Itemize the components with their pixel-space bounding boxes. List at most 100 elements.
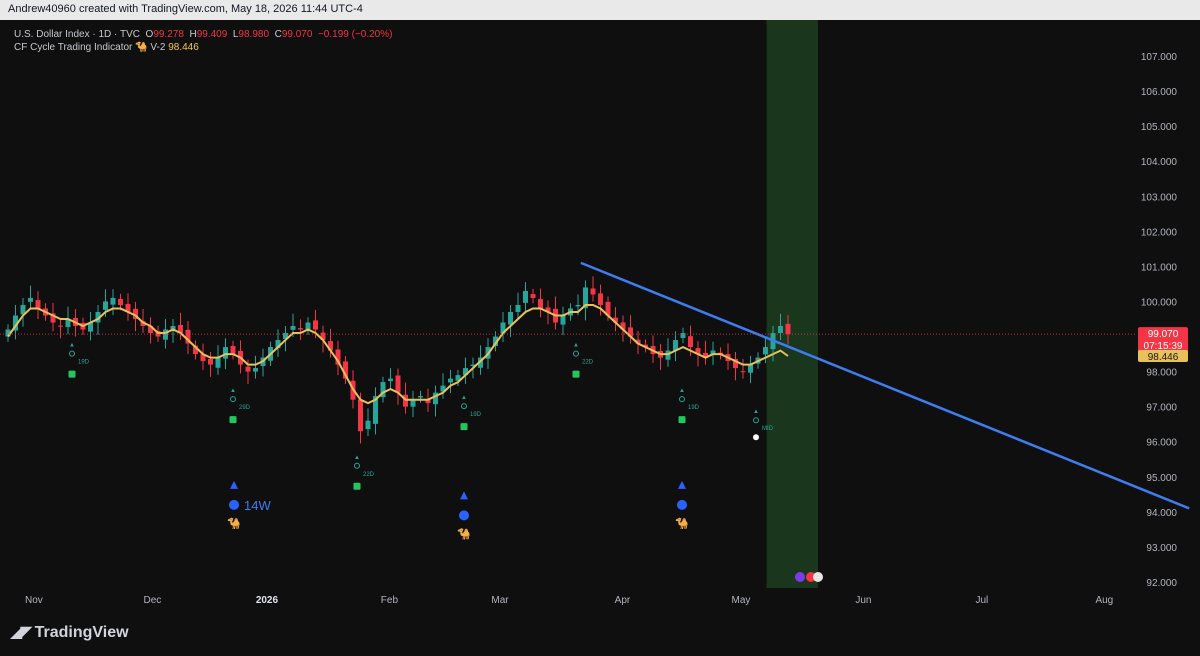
candle-body[interactable] (245, 366, 251, 372)
cycle-label: 29D (239, 405, 251, 411)
candle-body[interactable] (305, 322, 311, 330)
candle-body[interactable] (530, 294, 536, 298)
candle-body[interactable] (230, 346, 236, 355)
candle-body[interactable] (215, 357, 221, 368)
candle-body[interactable] (13, 315, 18, 331)
candle-body[interactable] (433, 392, 438, 405)
candle-body[interactable] (710, 350, 716, 355)
candle-body[interactable] (35, 300, 41, 309)
candle-body[interactable] (463, 368, 468, 376)
candle-body[interactable] (58, 325, 63, 327)
candle-body[interactable] (373, 396, 378, 424)
candle-body[interactable] (583, 287, 588, 309)
candle-body[interactable] (590, 288, 596, 295)
candle-body[interactable] (613, 317, 618, 323)
candle-body[interactable] (343, 361, 348, 379)
candle-body[interactable] (328, 341, 333, 351)
candle-body[interactable] (208, 358, 213, 365)
candle-body[interactable] (290, 326, 296, 330)
candle-body[interactable] (275, 340, 281, 349)
candle-body[interactable] (253, 368, 258, 372)
trendline[interactable] (580, 261, 1190, 510)
candle-body[interactable] (320, 332, 326, 341)
candle-body[interactable] (193, 345, 198, 355)
candle-body[interactable] (418, 396, 423, 398)
candle-body[interactable] (680, 333, 686, 338)
candle-body[interactable] (688, 336, 693, 348)
candle-body[interactable] (133, 308, 138, 319)
candle-body[interactable] (20, 304, 26, 315)
candle-body[interactable] (703, 353, 708, 358)
candle-body[interactable] (545, 307, 551, 312)
candle-body[interactable] (335, 349, 341, 365)
candle-body[interactable] (763, 347, 768, 355)
symbol-legend[interactable]: U.S. Dollar Index · 1D · TVC O99.278 H99… (14, 29, 392, 40)
candle-body[interactable] (748, 364, 753, 373)
candle-body[interactable] (598, 293, 603, 305)
candle-body[interactable] (118, 299, 123, 305)
candle-body[interactable] (395, 375, 401, 393)
candle-body[interactable] (410, 399, 416, 407)
candle-body[interactable] (785, 323, 791, 335)
candle-body[interactable] (605, 301, 611, 316)
candle-body[interactable] (223, 347, 228, 359)
candle-body[interactable] (478, 357, 483, 368)
candle-body[interactable] (740, 371, 746, 373)
tradingview-logo: ◢◤ TradingView (10, 622, 129, 642)
candle-body[interactable] (170, 326, 176, 331)
candle-body[interactable] (125, 303, 131, 312)
candle-body[interactable] (575, 304, 581, 307)
candle-body[interactable] (493, 336, 498, 347)
candle-body[interactable] (508, 311, 513, 325)
candle-body[interactable] (388, 378, 393, 382)
candle-body[interactable] (628, 327, 633, 337)
candle-body[interactable] (515, 304, 521, 312)
candle-body[interactable] (365, 420, 371, 430)
candle-body[interactable] (163, 329, 168, 340)
candle-body[interactable] (643, 344, 648, 348)
candle-body[interactable] (538, 299, 543, 309)
symbol-name[interactable]: U.S. Dollar Index · 1D · TVC (14, 29, 140, 40)
candle-body[interactable] (500, 322, 506, 334)
price-chart[interactable]: 92.000 93.000 94.000 95.000 96.000 97.000 98.0… (0, 0, 1200, 612)
candle-body[interactable] (5, 329, 11, 337)
candle-body[interactable] (455, 375, 461, 381)
candle-body[interactable] (185, 329, 191, 344)
candle-body[interactable] (778, 326, 783, 334)
candle-body[interactable] (733, 358, 738, 369)
candle-body[interactable] (358, 399, 363, 432)
candle-body[interactable] (425, 399, 431, 404)
x-tick-label: Mar (491, 595, 509, 606)
candle-body[interactable] (95, 311, 101, 323)
candle-body[interactable] (448, 378, 453, 383)
candle-body[interactable] (380, 382, 386, 398)
candle-body[interactable] (560, 315, 566, 325)
candle-body[interactable] (283, 333, 288, 339)
candle-body[interactable] (440, 385, 446, 392)
flag-us-icon[interactable] (813, 572, 823, 582)
candle-body[interactable] (313, 320, 318, 330)
indicator-name[interactable]: CF Cycle Trading Indicator (14, 42, 133, 53)
candle-body[interactable] (523, 290, 528, 303)
candle-body[interactable] (403, 394, 408, 407)
candle-body[interactable] (635, 339, 641, 344)
indicator-legend[interactable]: CF Cycle Trading Indicator 🐪 V-2 98.446 (14, 42, 199, 53)
candle-body[interactable] (298, 328, 303, 330)
candle-body[interactable] (103, 301, 108, 310)
candle-body[interactable] (50, 313, 56, 323)
candle-body[interactable] (665, 350, 671, 360)
candle-body[interactable] (28, 297, 33, 302)
candle-body[interactable] (470, 364, 476, 366)
candle-body[interactable] (620, 322, 626, 330)
candle-body[interactable] (65, 319, 71, 328)
flag-us-icon[interactable] (806, 572, 816, 582)
candle-body[interactable] (178, 324, 183, 334)
candle-body[interactable] (148, 326, 153, 334)
candle-body[interactable] (88, 322, 93, 332)
event-icon[interactable] (795, 572, 805, 582)
candle-body[interactable] (695, 348, 701, 355)
cycle-label: 19D (78, 360, 90, 366)
candle-body[interactable] (110, 297, 116, 305)
candle-body[interactable] (673, 340, 678, 351)
candle-body[interactable] (200, 354, 206, 362)
